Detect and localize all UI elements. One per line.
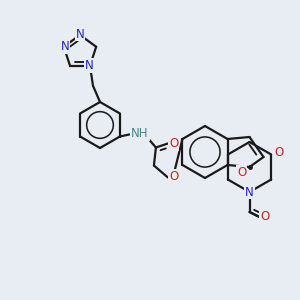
- Text: O: O: [169, 137, 178, 150]
- Text: NH: NH: [131, 127, 149, 140]
- Text: N: N: [245, 185, 254, 199]
- Text: N: N: [85, 59, 93, 72]
- Text: O: O: [169, 170, 178, 183]
- Text: O: O: [237, 166, 246, 178]
- Text: N: N: [76, 28, 84, 40]
- Text: N: N: [61, 40, 69, 53]
- Text: O: O: [260, 211, 269, 224]
- Text: O: O: [274, 146, 283, 160]
